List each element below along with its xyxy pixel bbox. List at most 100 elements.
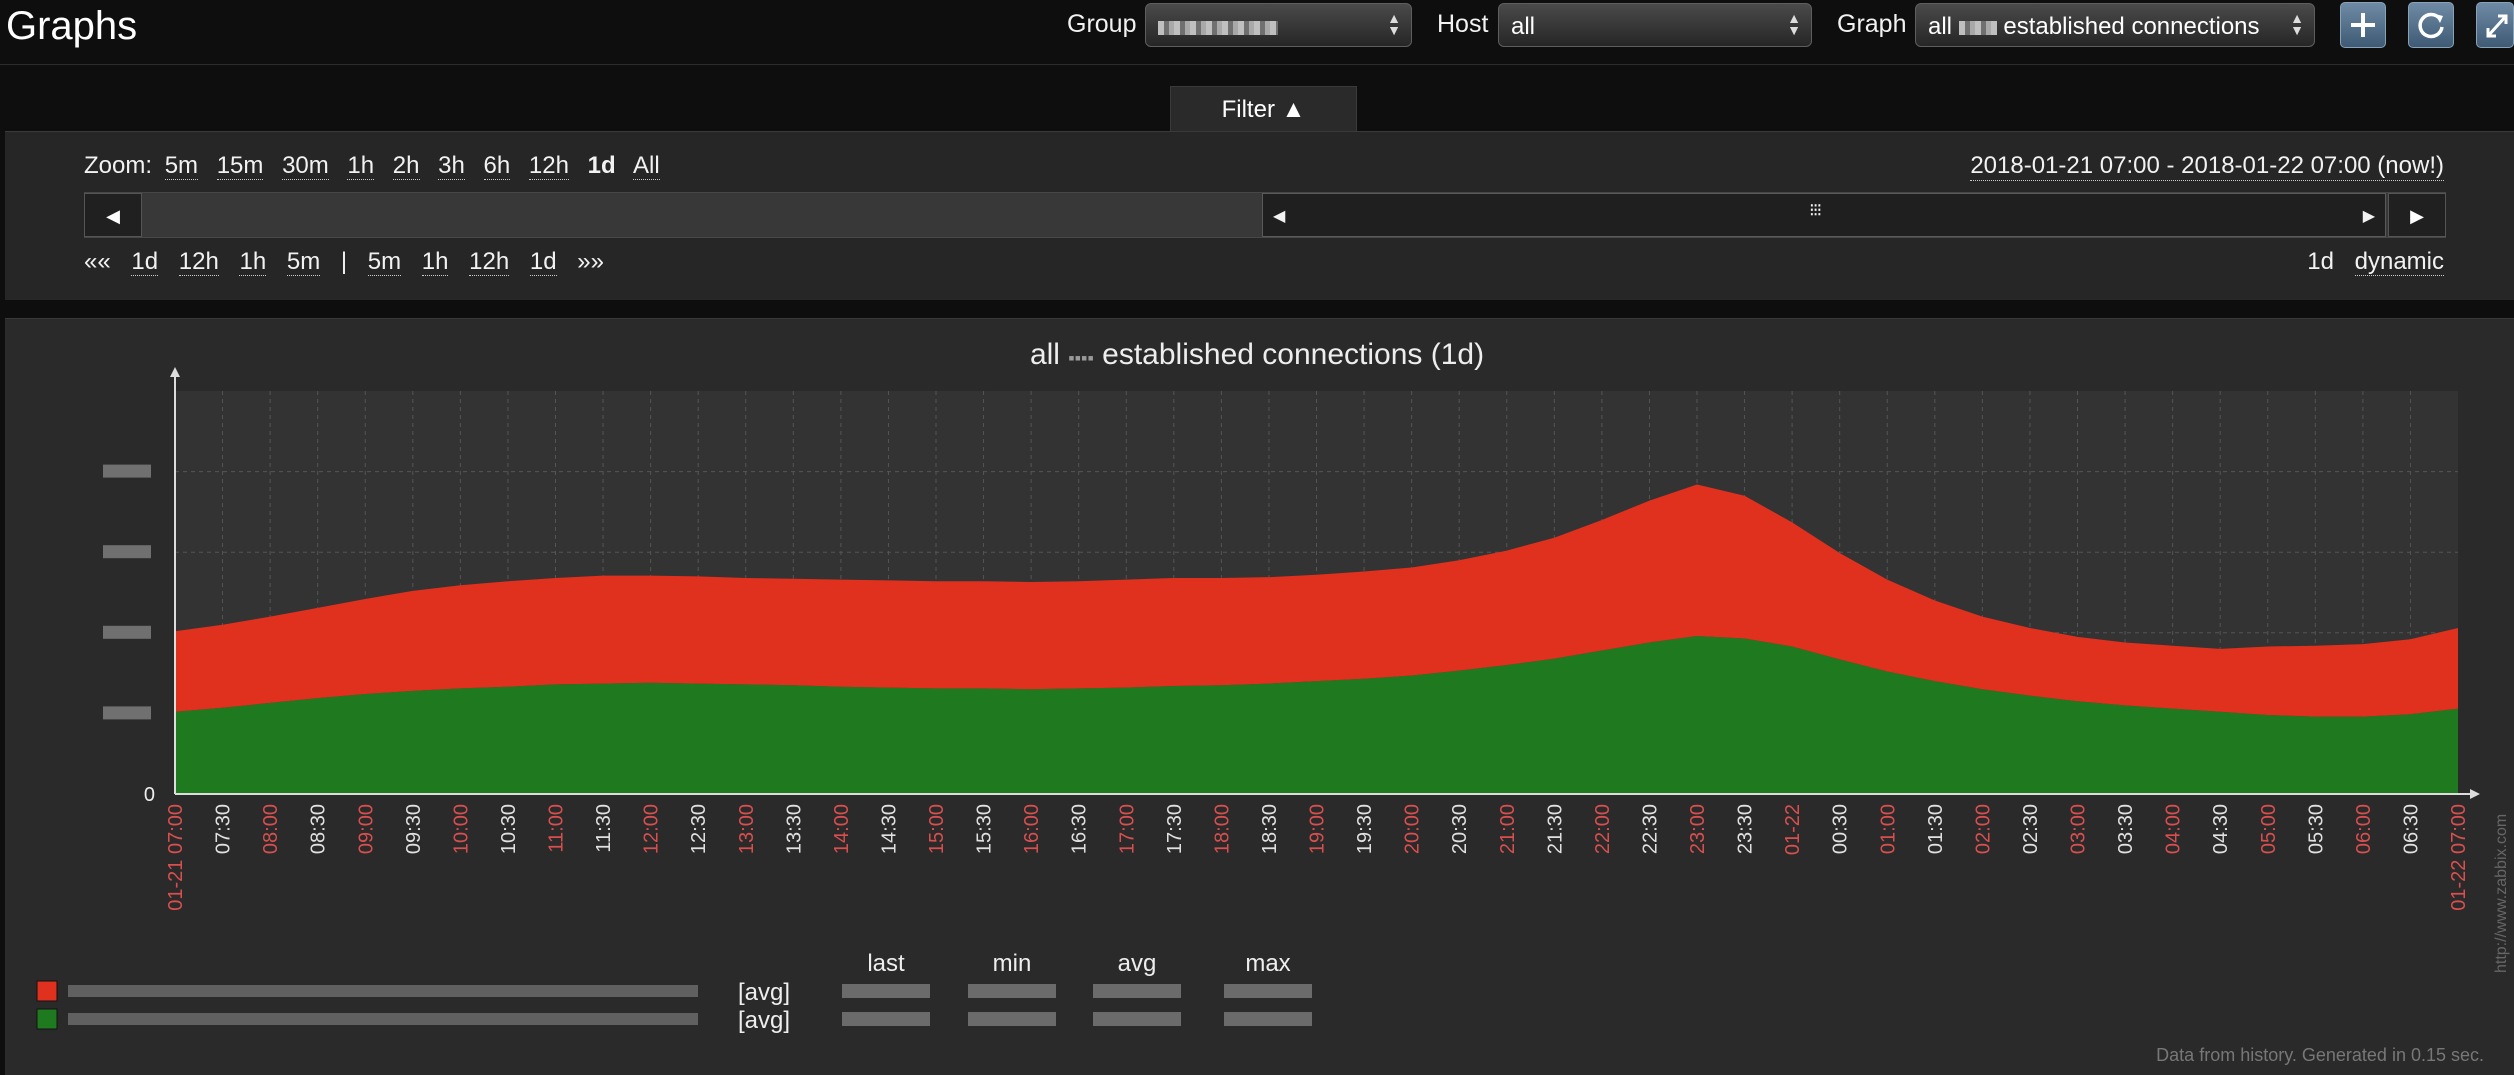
x-tick-label: 02:30 — [2020, 804, 2042, 854]
timeline-scrollbar-handle[interactable]: ◀ ⁝⁝⁝ ▶ — [1262, 193, 2386, 237]
zoom-2h[interactable]: 2h — [392, 152, 420, 180]
legend-stat-header: min — [993, 950, 1032, 977]
zoom-1h[interactable]: 1h — [347, 152, 375, 180]
resize-left-icon[interactable]: ◀ — [1273, 208, 1286, 225]
x-tick-label: 23:30 — [1735, 804, 1757, 854]
zoom-5m[interactable]: 5m — [164, 152, 199, 180]
x-tick-label: 00:30 — [1830, 804, 1852, 854]
x-tick-label: 06:00 — [2353, 804, 2375, 854]
grip-icon: ⁝⁝⁝ — [1809, 200, 1822, 220]
nav-back-5m[interactable]: 5m — [286, 248, 321, 276]
nav-fwd-1d[interactable]: 1d — [529, 248, 557, 276]
x-tick-label: 09:30 — [403, 804, 425, 854]
group-select[interactable]: ▲ ▼ — [1145, 3, 1412, 47]
resize-right-icon[interactable]: ▶ — [2362, 208, 2375, 225]
x-tick-label: 11:00 — [546, 804, 568, 853]
refresh-icon — [2418, 12, 2444, 39]
x-tick-label: 04:00 — [2163, 804, 2185, 854]
zabbix-watermark: http://www.zabbix.com — [2493, 814, 2510, 973]
redacted-value — [1158, 20, 1278, 35]
x-tick-label: 21:30 — [1544, 804, 1566, 854]
zoom-3h[interactable]: 3h — [438, 152, 465, 180]
x-tick-label: 03:30 — [2115, 804, 2137, 854]
x-tick-label: 14:30 — [878, 804, 900, 854]
y-tick-label: 0 — [144, 784, 155, 806]
graph-chart[interactable]: 0 01-21 07:00 07:30 08:00 08:30 09:00 09:30 10:… — [0, 318, 2514, 1074]
x-tick-label: 17:30 — [1164, 804, 1186, 854]
nav-back-1h[interactable]: 1h — [239, 248, 267, 276]
scroll-left-button[interactable]: ◀ — [84, 193, 142, 237]
add-to-favourites-button[interactable] — [2340, 2, 2386, 48]
legend-stat-value-redacted — [842, 984, 930, 998]
x-tick-label: 07:30 — [213, 804, 235, 854]
host-select[interactable]: all ▲ ▼ — [1498, 3, 1812, 47]
redacted-value — [1958, 20, 1997, 35]
x-tick-label: 01:00 — [1877, 804, 1899, 854]
fullscreen-button[interactable] — [2476, 2, 2514, 48]
x-tick-label: 12:30 — [688, 804, 710, 854]
x-tick-label: 03:00 — [2068, 804, 2090, 854]
y-tick-label-redacted — [103, 706, 151, 720]
graph-select-prefix: all — [1928, 13, 1953, 40]
nav-fwd-1h[interactable]: 1h — [421, 248, 449, 276]
host-label: Host — [1437, 10, 1489, 38]
series-area-2 — [175, 484, 2458, 717]
zoom-1d[interactable]: 1d — [587, 152, 616, 179]
x-tick-label: 08:30 — [308, 804, 330, 854]
x-tick-label: 20:00 — [1402, 804, 1424, 854]
x-tick-label: 18:00 — [1211, 804, 1233, 854]
x-tick-label: 01:30 — [1925, 804, 1947, 854]
x-tick-label: 13:00 — [736, 804, 758, 854]
legend-stat-value-redacted — [968, 1012, 1056, 1026]
nav-back-1d[interactable]: 1d — [131, 248, 159, 276]
zoom-6h[interactable]: 6h — [483, 152, 511, 180]
x-tick-label: 01-22 — [1782, 804, 1804, 855]
x-tick-label: 21:00 — [1497, 804, 1519, 854]
x-tick-label: 02:00 — [1972, 804, 1994, 854]
fullscreen-icon — [2486, 14, 2508, 38]
x-tick-label: 23:00 — [1687, 804, 1709, 854]
scroll-right-button[interactable]: ▶ — [2388, 193, 2446, 237]
x-tick-label: 08:00 — [260, 804, 282, 854]
x-tick-label: 13:30 — [783, 804, 805, 854]
x-tick-label: 14:00 — [831, 804, 853, 854]
period-length: 1d — [2307, 248, 2334, 275]
graph-label: Graph — [1837, 10, 1907, 38]
select-arrows-icon: ▲ ▼ — [1787, 10, 1801, 38]
nav-fwd-12h[interactable]: 12h — [469, 248, 510, 276]
x-tick-label: 01-22 07:00 — [2448, 804, 2470, 911]
arrow-right-icon: ▶ — [2410, 206, 2424, 226]
y-tick-label-redacted — [103, 545, 151, 559]
refresh-button[interactable] — [2408, 2, 2454, 48]
dynamic-mode-toggle[interactable]: dynamic — [2354, 248, 2444, 276]
host-select-value: all — [1511, 13, 1536, 40]
x-tick-label: 10:00 — [450, 804, 472, 854]
nav-fwd-all[interactable]: »» — [577, 248, 604, 275]
x-tick-label: 09:00 — [355, 804, 377, 854]
x-tick-label: 18:30 — [1259, 804, 1281, 854]
zoom-label: Zoom: — [84, 152, 153, 179]
filter-tab[interactable]: Filter ▲ — [1170, 86, 1357, 132]
x-tick-label: 11:30 — [593, 804, 615, 853]
zoom-12h[interactable]: 12h — [528, 152, 569, 180]
legend-function: [avg] — [738, 979, 790, 1006]
nav-back-12h[interactable]: 12h — [178, 248, 219, 276]
legend-stat-value-redacted — [1093, 984, 1181, 998]
x-tick-label: 15:30 — [974, 804, 996, 854]
nav-back-all[interactable]: «« — [84, 248, 111, 275]
graph-select[interactable]: all established connections ▲ ▼ — [1915, 3, 2315, 47]
y-tick-label-redacted — [103, 464, 151, 478]
zoom-all[interactable]: All — [633, 152, 660, 180]
x-tick-label: 10:30 — [498, 804, 520, 854]
zoom-30m[interactable]: 30m — [282, 152, 329, 180]
zoom-15m[interactable]: 15m — [216, 152, 264, 180]
nav-fwd-5m[interactable]: 5m — [367, 248, 402, 276]
x-tick-label: 19:30 — [1354, 804, 1376, 854]
legend-function: [avg] — [738, 1007, 790, 1034]
x-tick-label: 16:30 — [1069, 804, 1091, 854]
legend-stat-value-redacted — [968, 984, 1056, 998]
x-axis-arrow-icon — [2470, 789, 2480, 799]
legend-stat-value-redacted — [1224, 984, 1312, 998]
legend-stat-header: max — [1245, 950, 1290, 977]
plus-icon — [2351, 13, 2375, 37]
